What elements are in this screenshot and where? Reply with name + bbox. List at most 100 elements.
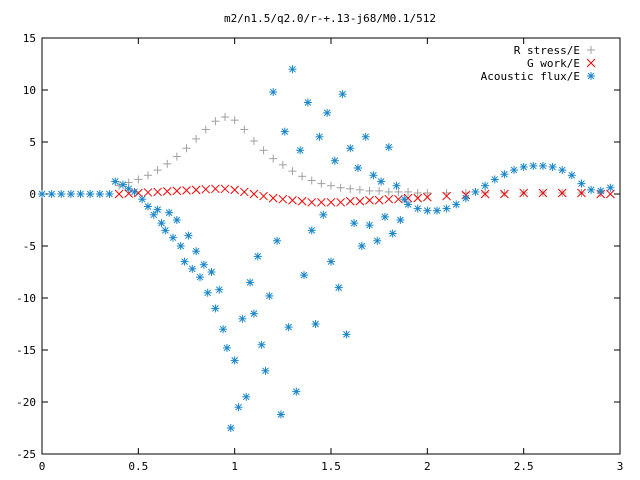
- data-point: [201, 184, 211, 194]
- data-point: [346, 144, 355, 153]
- data-point: [138, 195, 147, 204]
- data-point: [413, 188, 422, 197]
- data-point: [38, 190, 46, 198]
- data-point: [471, 187, 480, 196]
- data-point: [384, 194, 394, 204]
- data-point: [548, 162, 557, 171]
- data-point: [172, 186, 182, 196]
- data-point: [490, 175, 499, 184]
- data-point: [327, 181, 335, 190]
- data-point: [153, 205, 162, 214]
- data-point: [480, 189, 490, 199]
- x-tick-label: 0.5: [128, 460, 148, 473]
- data-point: [182, 144, 191, 153]
- data-point: [500, 170, 509, 179]
- data-point: [215, 285, 224, 294]
- data-point: [355, 196, 365, 206]
- data-point: [538, 188, 548, 198]
- data-point: [153, 166, 162, 175]
- data-point: [162, 187, 172, 196]
- data-point: [377, 177, 386, 186]
- data-point: [587, 185, 596, 194]
- data-point: [184, 231, 193, 240]
- data-point: [188, 264, 197, 273]
- x-tick-label: 2.5: [514, 460, 534, 473]
- data-point: [319, 210, 328, 219]
- y-tick-label: -5: [23, 240, 36, 253]
- data-point: [76, 190, 85, 198]
- y-tick-label: -25: [16, 448, 36, 461]
- data-point: [413, 193, 423, 203]
- x-tick-label: 1.5: [321, 460, 341, 473]
- data-point: [519, 162, 528, 171]
- data-point: [172, 152, 181, 161]
- data-point: [118, 180, 127, 189]
- data-point: [330, 156, 339, 165]
- data-point: [500, 188, 509, 197]
- data-point: [265, 291, 274, 300]
- data-point: [176, 242, 185, 250]
- data-point: [240, 125, 249, 134]
- data-point: [192, 134, 201, 143]
- data-point: [384, 143, 393, 152]
- series-1: [114, 184, 615, 207]
- data-point: [317, 197, 326, 207]
- data-point: [413, 204, 422, 213]
- data-point: [307, 197, 317, 207]
- data-point: [296, 146, 305, 155]
- data-point: [423, 188, 432, 197]
- data-point: [288, 167, 297, 176]
- data-point: [180, 257, 189, 266]
- data-point: [336, 197, 345, 207]
- data-point: [239, 187, 249, 197]
- legend-marker: [586, 58, 596, 68]
- data-point: [153, 187, 162, 197]
- data-point: [345, 196, 355, 206]
- data-point: [143, 202, 152, 211]
- legend-label: G work/E: [527, 57, 580, 70]
- data-point: [249, 189, 259, 199]
- data-point: [284, 323, 293, 332]
- data-point: [86, 190, 95, 198]
- data-point: [226, 424, 235, 432]
- data-point: [143, 171, 152, 180]
- data-point: [249, 136, 258, 145]
- plot-frame: [41, 37, 621, 455]
- y-tick-label: -20: [16, 396, 36, 409]
- data-point: [394, 187, 403, 196]
- chart-title: m2/n1.5/q2.0/r-+.13-j68/M0.1/512: [224, 12, 436, 25]
- data-point: [422, 192, 432, 202]
- data-point: [311, 320, 320, 328]
- data-point: [191, 185, 201, 195]
- data-point: [326, 197, 336, 207]
- data-point: [143, 188, 153, 197]
- legend-marker: [587, 46, 595, 54]
- data-point: [307, 226, 316, 235]
- x-tick-label: 0: [39, 460, 46, 473]
- data-point: [374, 195, 384, 205]
- data-point: [400, 195, 409, 204]
- data-point: [365, 221, 374, 230]
- data-point: [134, 175, 143, 184]
- data-point: [111, 177, 120, 186]
- data-point: [461, 194, 470, 203]
- data-point: [558, 166, 567, 175]
- data-point: [567, 171, 576, 180]
- y-tick-label: 0: [29, 188, 36, 201]
- data-point: [276, 410, 285, 419]
- data-point: [392, 181, 401, 190]
- data-point: [169, 233, 178, 242]
- data-point: [203, 288, 212, 297]
- data-point: [211, 117, 220, 126]
- data-point: [442, 191, 451, 201]
- data-point: [114, 189, 124, 199]
- data-point: [47, 190, 56, 198]
- x-tick-label: 3: [617, 460, 624, 473]
- series-0: [115, 113, 605, 197]
- legend-label: Acoustic flux/E: [481, 70, 580, 83]
- data-point: [221, 113, 230, 122]
- data-point: [369, 171, 378, 180]
- data-point: [442, 204, 451, 213]
- data-point: [195, 273, 204, 282]
- series-2: [38, 65, 615, 432]
